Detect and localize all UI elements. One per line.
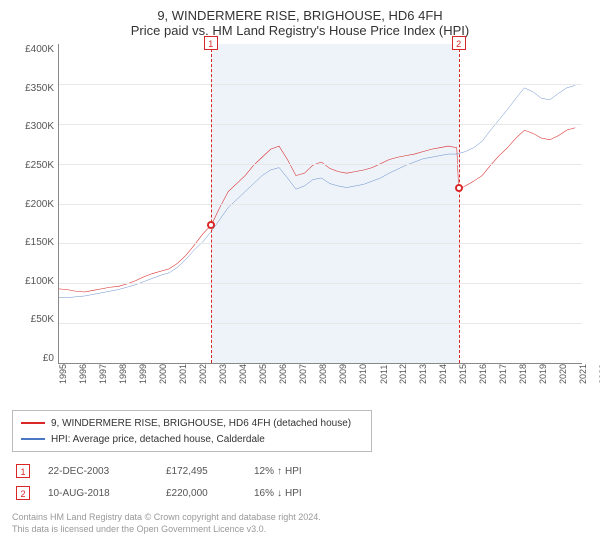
- transaction-marker: 2: [16, 486, 30, 500]
- plot-area: 12: [58, 44, 582, 364]
- transaction-date: 10-AUG-2018: [48, 488, 148, 499]
- x-axis: 1995199619971998199920002001200220032004…: [58, 364, 582, 404]
- transaction-row: 1 22-DEC-2003 £172,495 12% ↑ HPI: [16, 460, 584, 482]
- transaction-row: 2 10-AUG-2018 £220,000 16% ↓ HPI: [16, 482, 584, 504]
- transaction-table: 1 22-DEC-2003 £172,495 12% ↑ HPI 2 10-AUG-201…: [12, 460, 588, 504]
- y-tick-label: £250K: [12, 160, 58, 171]
- transaction-delta: 16% ↓ HPI: [254, 488, 302, 499]
- y-tick-label: £300K: [12, 121, 58, 132]
- footnote-line: This data is licensed under the Open Gov…: [12, 524, 588, 536]
- chart-title-address: 9, WINDERMERE RISE, BRIGHOUSE, HD6 4FH: [12, 8, 588, 23]
- series-line: [59, 128, 575, 292]
- y-tick-label: £0: [12, 353, 58, 364]
- y-tick-label: £50K: [12, 314, 58, 325]
- transaction-price: £220,000: [166, 488, 236, 499]
- y-tick-label: £400K: [12, 44, 58, 55]
- y-tick-label: £150K: [12, 237, 58, 248]
- legend-item: HPI: Average price, detached house, Cald…: [21, 431, 363, 447]
- marker-point: [455, 184, 463, 192]
- chart: £400K £350K £300K £250K £200K £150K £100K £50K £…: [12, 44, 588, 404]
- marker-line: [211, 44, 212, 363]
- marker-box: 1: [204, 36, 218, 50]
- transaction-price: £172,495: [166, 466, 236, 477]
- y-tick-label: £200K: [12, 199, 58, 210]
- footnote-line: Contains HM Land Registry data © Crown c…: [12, 512, 588, 524]
- legend-label: HPI: Average price, detached house, Cald…: [51, 434, 265, 445]
- transaction-marker: 1: [16, 464, 30, 478]
- y-tick-label: £100K: [12, 276, 58, 287]
- x-tick-label: 2021: [578, 364, 600, 384]
- footnote: Contains HM Land Registry data © Crown c…: [12, 512, 588, 535]
- marker-box: 2: [452, 36, 466, 50]
- legend: 9, WINDERMERE RISE, BRIGHOUSE, HD6 4FH (…: [12, 410, 372, 452]
- legend-swatch: [21, 422, 45, 424]
- legend-swatch: [21, 438, 45, 440]
- transaction-delta: 12% ↑ HPI: [254, 466, 302, 477]
- series-line: [59, 85, 575, 297]
- y-axis: £400K £350K £300K £250K £200K £150K £100K £50K £…: [12, 44, 58, 364]
- legend-label: 9, WINDERMERE RISE, BRIGHOUSE, HD6 4FH (…: [51, 418, 351, 429]
- legend-item: 9, WINDERMERE RISE, BRIGHOUSE, HD6 4FH (…: [21, 415, 363, 431]
- marker-line: [459, 44, 460, 363]
- marker-point: [207, 221, 215, 229]
- y-tick-label: £350K: [12, 83, 58, 94]
- chart-title-sub: Price paid vs. HM Land Registry's House …: [12, 23, 588, 38]
- transaction-date: 22-DEC-2003: [48, 466, 148, 477]
